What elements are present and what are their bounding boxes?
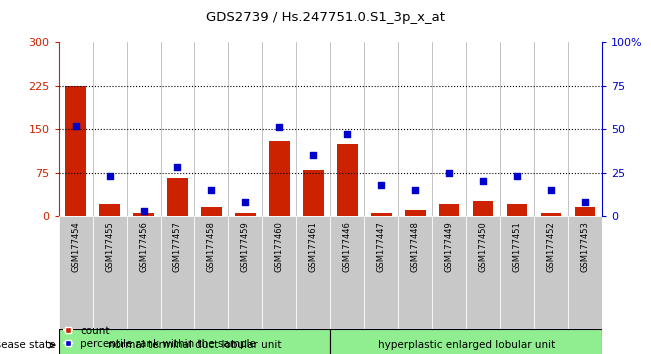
Text: GSM177451: GSM177451 — [513, 222, 521, 272]
Text: GSM177459: GSM177459 — [241, 222, 250, 272]
Bar — [541, 213, 561, 216]
Text: GSM177450: GSM177450 — [478, 222, 488, 272]
Point — [206, 187, 217, 193]
Bar — [92, 216, 126, 329]
Bar — [331, 216, 365, 329]
Bar — [432, 216, 466, 329]
Bar — [133, 213, 154, 216]
Bar — [466, 216, 500, 329]
Text: GSM177452: GSM177452 — [547, 222, 556, 272]
Bar — [201, 207, 221, 216]
Bar — [59, 329, 331, 354]
Bar — [303, 170, 324, 216]
Bar — [365, 216, 398, 329]
Text: GSM177455: GSM177455 — [105, 222, 114, 272]
Text: GSM177446: GSM177446 — [343, 222, 352, 273]
Bar — [270, 141, 290, 216]
Point — [580, 199, 590, 205]
Point — [240, 199, 251, 205]
Text: GSM177453: GSM177453 — [581, 222, 590, 273]
Bar — [59, 216, 92, 329]
Bar — [473, 201, 493, 216]
Bar — [371, 213, 391, 216]
Text: GSM177449: GSM177449 — [445, 222, 454, 272]
Bar — [126, 216, 161, 329]
Text: normal terminal duct lobular unit: normal terminal duct lobular unit — [107, 340, 281, 350]
Bar — [161, 216, 195, 329]
Bar — [100, 204, 120, 216]
Text: GSM177447: GSM177447 — [377, 222, 386, 273]
Bar — [331, 329, 602, 354]
Bar — [507, 204, 527, 216]
Bar — [439, 204, 460, 216]
Point — [376, 182, 387, 188]
Bar — [296, 216, 330, 329]
Bar — [568, 216, 602, 329]
Bar — [405, 210, 426, 216]
Text: GSM177457: GSM177457 — [173, 222, 182, 273]
Text: GSM177456: GSM177456 — [139, 222, 148, 273]
Bar — [500, 216, 534, 329]
Bar — [575, 207, 596, 216]
Bar — [167, 178, 187, 216]
Point — [308, 152, 318, 158]
Point — [274, 125, 284, 130]
Bar — [262, 216, 296, 329]
Point — [104, 173, 115, 179]
Bar — [235, 213, 256, 216]
Text: GSM177461: GSM177461 — [309, 222, 318, 273]
Text: GDS2739 / Hs.247751.0.S1_3p_x_at: GDS2739 / Hs.247751.0.S1_3p_x_at — [206, 11, 445, 24]
Text: disease state: disease state — [0, 340, 55, 350]
Bar — [65, 86, 86, 216]
Text: hyperplastic enlarged lobular unit: hyperplastic enlarged lobular unit — [378, 340, 555, 350]
Legend: count, percentile rank within the sample: count, percentile rank within the sample — [64, 326, 256, 349]
Text: GSM177460: GSM177460 — [275, 222, 284, 273]
Text: GSM177448: GSM177448 — [411, 222, 420, 273]
Point — [478, 178, 488, 184]
Point — [138, 208, 148, 213]
Point — [70, 123, 81, 129]
Point — [546, 187, 557, 193]
Point — [512, 173, 523, 179]
Bar — [534, 216, 568, 329]
Point — [410, 187, 421, 193]
Point — [342, 132, 353, 137]
Point — [444, 170, 454, 175]
Text: GSM177454: GSM177454 — [71, 222, 80, 272]
Bar — [195, 216, 229, 329]
Bar — [398, 216, 432, 329]
Point — [173, 165, 183, 170]
Bar — [229, 216, 262, 329]
Text: GSM177458: GSM177458 — [207, 222, 216, 273]
Bar — [337, 144, 357, 216]
